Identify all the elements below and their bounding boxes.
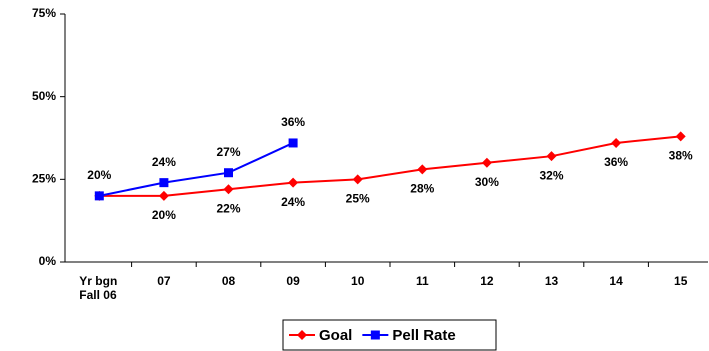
data-label: 32%	[539, 168, 563, 182]
data-label: 36%	[604, 155, 628, 169]
x-tick-label: 14	[609, 274, 623, 288]
y-tick-label: 0%	[39, 254, 57, 268]
legend-marker	[297, 330, 307, 340]
x-tick-label: Yr bgn Fall 06	[79, 274, 118, 302]
y-tick-label: 25%	[32, 172, 56, 186]
x-tick-label: 15	[674, 274, 688, 288]
point	[224, 168, 233, 178]
point	[159, 178, 169, 188]
y-tick-label: 75%	[32, 6, 56, 20]
data-label: 22%	[216, 201, 240, 215]
data-label: 20%	[152, 208, 176, 222]
y-tick-label: 50%	[32, 89, 56, 103]
series-line	[99, 142, 294, 197]
point	[223, 184, 234, 195]
series-line	[99, 135, 681, 197]
legend-marker	[370, 330, 380, 340]
x-tick-label: 11	[415, 274, 429, 288]
point	[288, 138, 298, 148]
data-label: 28%	[410, 182, 434, 196]
data-label: 36%	[281, 115, 305, 129]
x-tick-label: 08	[221, 274, 236, 288]
data-label: 25%	[346, 192, 370, 206]
legend-label: Pell Rate	[392, 327, 455, 344]
x-tick-label: 12	[480, 274, 494, 288]
point	[352, 174, 363, 185]
point	[481, 157, 492, 168]
point	[288, 177, 299, 188]
x-tick-label: 09	[286, 274, 300, 288]
data-label: 30%	[475, 175, 499, 189]
legend-label: Goal	[319, 327, 352, 344]
data-label: 20%	[87, 168, 111, 182]
x-tick-label: 10	[351, 274, 365, 288]
legend-box	[282, 319, 497, 351]
data-label: 24%	[152, 155, 176, 169]
point	[675, 131, 686, 142]
point	[611, 137, 622, 148]
x-tick-label: 07	[157, 274, 171, 288]
data-label: 24%	[281, 195, 305, 209]
data-label: 27%	[216, 145, 240, 159]
point	[546, 151, 557, 162]
point	[158, 190, 169, 201]
point	[94, 191, 104, 201]
point	[417, 164, 428, 175]
data-label: 38%	[669, 149, 693, 163]
x-tick-label: 13	[544, 274, 559, 288]
